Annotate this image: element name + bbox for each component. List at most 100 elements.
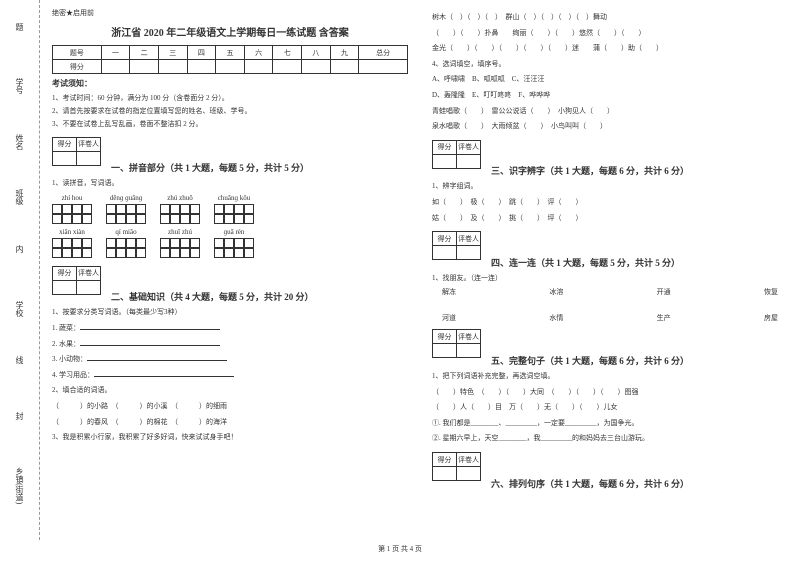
fill-line: 树木（ ）（ ）（ ） 群山（ ）（ ）（ ）（ ）舞动 bbox=[432, 11, 788, 24]
question-text: 1、把下列词语补充完整，再选词空填。 bbox=[432, 370, 788, 383]
score-table: 题号 一 二 三 四 五 六 七 八 九 总分 得分 bbox=[52, 45, 408, 74]
scorebox-h: 得分 bbox=[433, 140, 457, 154]
pinyin-label: zhuī zhú bbox=[168, 228, 192, 236]
score-cell: 七 bbox=[273, 46, 302, 60]
match-word: 水情 bbox=[549, 313, 563, 323]
score-cell: 总分 bbox=[359, 46, 408, 60]
margin-label: 题 bbox=[14, 23, 25, 73]
scorebox-h: 得分 bbox=[433, 453, 457, 467]
pinyin-label: zhú zhuō bbox=[167, 194, 192, 202]
question-text: 1、按要求分类写词语。（每类最少写3种） bbox=[52, 306, 408, 319]
fill-line: 泉水唱歌（ ） 大雨倾盆（ ） 小鸟叫叫（ ） bbox=[432, 120, 788, 133]
section-6: 得分评卷人 六、排列句序（共 1 大题，每题 6 分，共计 6 分） bbox=[432, 448, 788, 490]
pinyin-row: xiǎn xiàn qí miǎo zhuī zhú ɡuā rén bbox=[52, 228, 408, 258]
section-title: 三、识字辨字（共 1 大题，每题 6 分，共计 6 分） bbox=[491, 166, 689, 176]
item-label: 1. 蔬菜： bbox=[52, 324, 80, 332]
notice-header: 考试须知： bbox=[52, 78, 408, 89]
match-row: 河道 水情 生产 房屋 bbox=[432, 313, 788, 323]
scorebox: 得分评卷人 bbox=[52, 266, 101, 295]
item-label: 3. 小动物： bbox=[52, 355, 87, 363]
section-5: 得分评卷人 五、完整句子（共 1 大题，每题 6 分，共计 6 分） bbox=[432, 325, 788, 367]
question-text: 1、辨字组词。 bbox=[432, 180, 788, 193]
match-word: 冰溶 bbox=[549, 287, 563, 297]
fill-line: 金光（ ）（ ）（ ）（ ）（ ）迷 蒲（ ）助（ ） bbox=[432, 42, 788, 55]
scorebox-h: 得分 bbox=[53, 137, 77, 151]
notice-item: 2、请首先按要求在试卷的指定位置填写您的姓名、班级、学号。 bbox=[52, 106, 408, 117]
question-text: 1、读拼音，写词语。 bbox=[52, 177, 408, 190]
score-cell: 五 bbox=[216, 46, 245, 60]
margin-label: 内 bbox=[14, 245, 25, 295]
scorebox-h: 得分 bbox=[53, 266, 77, 280]
scorebox-h: 得分 bbox=[433, 232, 457, 246]
option-line: D、轰隆隆 E、叮叮咚咚 F、哗哗哗 bbox=[432, 89, 788, 102]
score-cell: 六 bbox=[244, 46, 273, 60]
fill-line: （ ）人（ ）目 万（ ）无（ ）（ ）儿女 bbox=[432, 401, 788, 414]
section-title: 一、拼音部分（共 1 大题，每题 5 分，共计 5 分） bbox=[111, 163, 309, 173]
scorebox: 得分评卷人 bbox=[432, 329, 481, 358]
section-4: 得分评卷人 四、连一连（共 1 大题，每题 5 分，共计 5 分） bbox=[432, 227, 788, 269]
scorebox: 得分评卷人 bbox=[432, 140, 481, 169]
scorebox: 得分评卷人 bbox=[432, 452, 481, 481]
pinyin-row: zhí hou dēnɡ ɡuānɡ zhú zhuō chuānɡ kǒu bbox=[52, 194, 408, 224]
section-3: 得分评卷人 三、识字辨字（共 1 大题，每题 6 分，共计 6 分） bbox=[432, 136, 788, 178]
margin-label: 班级 bbox=[14, 189, 25, 239]
scorebox-h: 评卷人 bbox=[457, 453, 481, 467]
margin-label: 学校 bbox=[14, 301, 25, 351]
section-title: 六、排列句序（共 1 大题，每题 6 分，共计 6 分） bbox=[491, 479, 689, 489]
question-text: 4、选词填空，填序号。 bbox=[432, 58, 788, 71]
fill-line: （ ）的春风 （ ）的棉花 （ ）的海洋 bbox=[52, 416, 408, 429]
secret-label: 绝密★启用前 bbox=[52, 8, 408, 18]
pinyin-label: zhí hou bbox=[62, 194, 83, 202]
question-text: 3、我是积累小行家，我积累了好多好词，快来试试身手吧！ bbox=[52, 431, 408, 444]
score-cell: 二 bbox=[130, 46, 159, 60]
fill-line: （ ）（ ）扑鼻 绚丽（ ）（ ）悠然（ ）（ ） bbox=[432, 27, 788, 40]
fill-line: 青蛙唱歌（ ） 雷公公说话（ ） 小狗见人（ ） bbox=[432, 105, 788, 118]
match-word: 恢复 bbox=[764, 287, 778, 297]
question-text: 2、填合适的词语。 bbox=[52, 384, 408, 397]
page-footer: 第 1 页 共 4 页 bbox=[0, 540, 800, 558]
fill-line: 姑（ ） 及（ ） 挑（ ） 坪（ ） bbox=[432, 212, 788, 225]
section-title: 四、连一连（共 1 大题，每题 5 分，共计 5 分） bbox=[491, 258, 680, 268]
notice-item: 1、考试时间：60 分钟，满分为 100 分（含卷面分 2 分）。 bbox=[52, 93, 408, 104]
fill-line: ①. 我们都是________、_________，一定要_________，为… bbox=[432, 417, 788, 430]
margin-label: 封 bbox=[14, 412, 25, 462]
match-word: 房屋 bbox=[764, 313, 778, 323]
binding-margin: 题 学号 姓名 班级 内 学校 线 封 乡镇(街道) bbox=[0, 0, 40, 540]
scorebox-h: 评卷人 bbox=[457, 140, 481, 154]
option-line: A、呼啸啸 B、呱呱呱 C、汪汪汪 bbox=[432, 73, 788, 86]
margin-label: 乡镇(街道) bbox=[14, 467, 25, 517]
margin-label: 姓名 bbox=[14, 134, 25, 184]
scorebox-h: 评卷人 bbox=[457, 232, 481, 246]
score-cell: 题号 bbox=[53, 46, 102, 60]
pinyin-label: dēnɡ ɡuānɡ bbox=[110, 194, 142, 202]
fill-line: （ ）的小路 （ ）的小溪 （ ）的细雨 bbox=[52, 400, 408, 413]
fill-line: （ ）特色 （ ）（ ）大同 （ ）（ ）（ ）图强 bbox=[432, 386, 788, 399]
question-item: 2. 水果： bbox=[52, 338, 408, 351]
scorebox-h: 评卷人 bbox=[77, 266, 101, 280]
exam-title: 浙江省 2020 年二年级语文上学期每日一练试题 含答案 bbox=[52, 24, 408, 39]
margin-label: 学号 bbox=[14, 78, 25, 128]
match-word: 河道 bbox=[442, 313, 456, 323]
pinyin-label: chuānɡ kǒu bbox=[218, 194, 250, 202]
match-word: 解冻 bbox=[442, 287, 456, 297]
score-cell: 九 bbox=[330, 46, 359, 60]
match-row: 解冻 冰溶 开通 恢复 bbox=[432, 287, 788, 297]
match-word: 开通 bbox=[657, 287, 671, 297]
fill-line: ②. 星期六早上，天空________，我_________的和妈妈去三台山游玩… bbox=[432, 432, 788, 445]
margin-label: 线 bbox=[14, 356, 25, 406]
match-word: 生产 bbox=[657, 313, 671, 323]
scorebox-h: 得分 bbox=[433, 330, 457, 344]
section-2: 得分评卷人 二、基础知识（共 4 大题，每题 5 分，共计 20 分） bbox=[52, 262, 408, 304]
scorebox: 得分评卷人 bbox=[52, 137, 101, 166]
pinyin-label: ɡuā rén bbox=[224, 228, 245, 236]
section-title: 五、完整句子（共 1 大题，每题 6 分，共计 6 分） bbox=[491, 356, 689, 366]
question-item: 4. 学习用品： bbox=[52, 369, 408, 382]
scorebox-h: 评卷人 bbox=[77, 137, 101, 151]
score-cell: 得分 bbox=[53, 60, 102, 74]
question-text: 1、找朋友。（连一连） bbox=[432, 272, 788, 285]
score-cell: 八 bbox=[302, 46, 331, 60]
item-label: 2. 水果： bbox=[52, 340, 80, 348]
left-column: 绝密★启用前 浙江省 2020 年二年级语文上学期每日一练试题 含答案 题号 一… bbox=[40, 0, 420, 540]
question-item: 3. 小动物： bbox=[52, 353, 408, 366]
item-label: 4. 学习用品： bbox=[52, 371, 94, 379]
